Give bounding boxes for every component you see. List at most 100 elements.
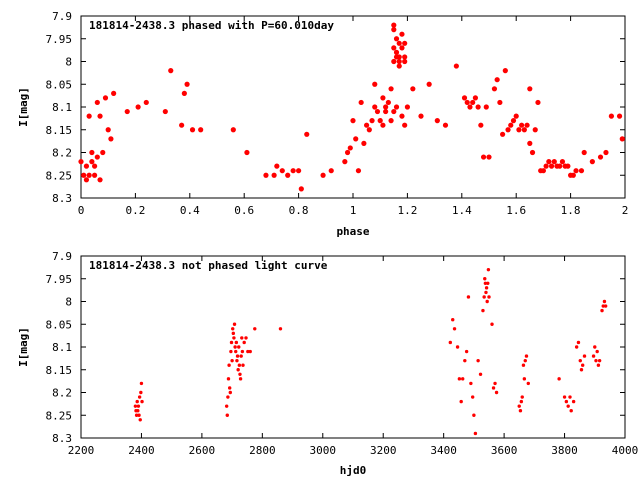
phased-x-tick-label: 1.8 bbox=[561, 204, 581, 217]
phased-data-point bbox=[442, 122, 449, 128]
unphased-data-point bbox=[568, 395, 572, 399]
unphased-data-point bbox=[244, 336, 248, 340]
unphased-y-tick-label: 8.05 bbox=[46, 318, 73, 331]
phased-data-point bbox=[551, 159, 557, 165]
phased-data-point bbox=[516, 127, 522, 133]
phased-data-point bbox=[92, 172, 98, 178]
unphased-data-point bbox=[486, 281, 490, 285]
unphased-data-point bbox=[522, 377, 527, 381]
phased-data-point bbox=[535, 99, 541, 106]
unphased-data-point bbox=[238, 377, 243, 381]
phased-x-tick-label: 2 bbox=[622, 204, 629, 217]
phased-y-tick-label: 8.15 bbox=[46, 124, 73, 137]
phased-data-point bbox=[385, 99, 391, 106]
phased-data-point bbox=[399, 31, 405, 37]
phased-y-tick-label: 8.3 bbox=[52, 192, 72, 205]
unphased-data-point bbox=[242, 340, 246, 345]
unphased-data-point bbox=[225, 413, 229, 417]
unphased-data-point bbox=[229, 349, 233, 354]
unphased-data-point bbox=[464, 349, 469, 354]
unphased-chart-title: 181814-2438.3 not phased light curve bbox=[89, 259, 328, 272]
unphased-data-point bbox=[240, 349, 245, 354]
phased-data-point bbox=[521, 127, 527, 133]
unphased-x-tick-label: 2400 bbox=[128, 444, 155, 457]
unphased-chart: 181814-2438.3 not phased light curve I[m… bbox=[17, 250, 638, 477]
unphased-data-point bbox=[227, 363, 231, 367]
phased-data-point bbox=[581, 149, 587, 156]
phased-data-point bbox=[361, 140, 367, 146]
unphased-data-point bbox=[461, 377, 465, 381]
unphased-data-point bbox=[230, 358, 234, 363]
phased-data-point bbox=[78, 159, 84, 165]
unphased-data-point bbox=[278, 327, 283, 331]
unphased-data-point bbox=[448, 340, 453, 345]
unphased-data-point bbox=[595, 349, 599, 354]
phased-data-point bbox=[380, 95, 386, 101]
phased-data-point bbox=[399, 45, 405, 51]
phased-data-point bbox=[162, 108, 168, 115]
phased-data-point bbox=[410, 86, 416, 92]
phased-data-point bbox=[391, 22, 397, 28]
phased-data-point bbox=[402, 122, 408, 128]
phased-data-point bbox=[480, 154, 487, 160]
phased-data-point bbox=[358, 99, 364, 106]
phased-data-point bbox=[597, 154, 604, 160]
unphased-data-point bbox=[580, 363, 585, 367]
phased-data-point bbox=[108, 136, 114, 142]
phased-x-axis-label: phase bbox=[336, 225, 369, 238]
phased-data-point bbox=[418, 113, 424, 119]
unphased-data-point bbox=[473, 431, 478, 436]
unphased-data-point bbox=[564, 399, 569, 404]
phased-data-point bbox=[464, 99, 470, 106]
phased-data-point bbox=[497, 99, 503, 106]
phased-y-tick-label: 8.05 bbox=[46, 78, 73, 91]
phased-data-point bbox=[396, 54, 402, 60]
unphased-data-point bbox=[518, 409, 523, 413]
unphased-data-point bbox=[486, 267, 491, 272]
phased-data-point bbox=[396, 58, 402, 65]
unphased-x-tick-label: 2600 bbox=[189, 444, 216, 457]
phased-data-point bbox=[510, 118, 517, 124]
unphased-x-tick-label: 3000 bbox=[310, 444, 337, 457]
phased-data-point bbox=[529, 149, 536, 156]
unphased-data-point bbox=[246, 349, 250, 354]
phased-data-point bbox=[434, 118, 440, 124]
phased-data-point bbox=[616, 113, 623, 119]
unphased-x-tick-label: 2800 bbox=[249, 444, 276, 457]
phased-data-series bbox=[78, 22, 625, 192]
phased-chart: 181814-2438.3 phased with P=60.010day I[… bbox=[17, 10, 628, 238]
phased-data-point bbox=[89, 149, 95, 156]
phased-data-point bbox=[619, 136, 625, 142]
unphased-data-point bbox=[576, 340, 581, 345]
phased-data-point bbox=[402, 54, 408, 60]
unphased-data-point bbox=[240, 336, 244, 340]
phased-data-point bbox=[181, 90, 187, 96]
phased-data-point bbox=[393, 36, 400, 42]
phased-data-point bbox=[94, 99, 100, 106]
unphased-data-point bbox=[235, 354, 240, 358]
unphased-data-point bbox=[137, 395, 142, 399]
unphased-x-axis-label: hjd0 bbox=[340, 464, 367, 477]
phased-data-point bbox=[426, 81, 432, 87]
phased-data-point bbox=[290, 168, 296, 174]
unphased-data-point bbox=[519, 399, 524, 404]
unphased-data-point bbox=[591, 354, 596, 358]
unphased-data-point bbox=[569, 409, 573, 413]
unphased-data-point bbox=[457, 377, 462, 381]
phased-x-tick-label: 1.2 bbox=[397, 204, 417, 217]
unphased-data-point bbox=[133, 404, 138, 408]
unphased-data-point bbox=[226, 395, 230, 399]
phased-data-point bbox=[527, 140, 533, 146]
unphased-data-point bbox=[248, 349, 252, 354]
phased-data-point bbox=[263, 172, 269, 178]
phased-data-point bbox=[244, 149, 250, 156]
unphased-data-point bbox=[226, 377, 231, 381]
phased-data-point bbox=[396, 40, 402, 46]
phased-data-point bbox=[453, 63, 459, 69]
phased-data-point bbox=[198, 127, 204, 133]
phased-x-tick-label: 1.6 bbox=[506, 204, 526, 217]
unphased-data-series bbox=[133, 267, 608, 436]
unphased-data-point bbox=[594, 358, 598, 363]
phased-data-point bbox=[388, 86, 394, 92]
unphased-data-point bbox=[562, 395, 567, 399]
